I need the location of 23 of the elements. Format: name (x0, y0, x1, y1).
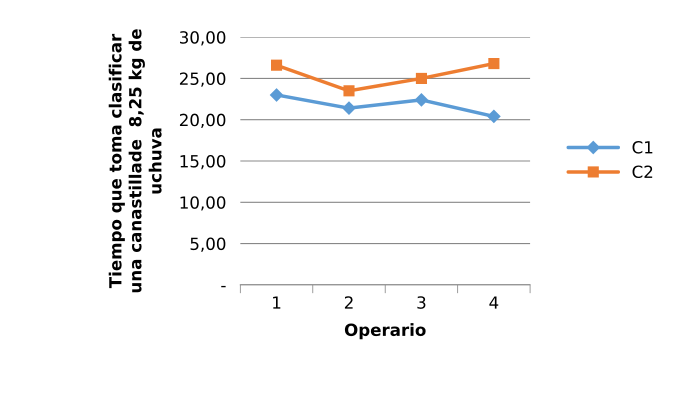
x-tick-label: 1 (273, 296, 280, 309)
y-axis-title: Tiempo que toma clasificar una canastillade 8,25 kg de uchuva (108, 29, 162, 292)
x-tick-label: 2 (344, 296, 353, 309)
y-tick-label: 5,00 (190, 238, 226, 252)
y-tick-label: 10,00 (180, 196, 226, 211)
legend-label: C2 (632, 165, 652, 178)
y-tick-label: 15,00 (180, 154, 226, 170)
point (342, 102, 356, 115)
y-tick-label: 30,00 (180, 31, 226, 46)
point (414, 93, 428, 106)
x-tick-label: 3 (417, 296, 426, 309)
legend-label: C1 (632, 140, 652, 154)
point (270, 88, 284, 102)
x-tick-label: 4 (489, 296, 498, 309)
y-tick-label: 20,00 (180, 114, 226, 128)
x-axis-title: Operario (344, 323, 426, 340)
y-tick-label: - (221, 286, 226, 288)
point (488, 58, 500, 70)
y-tick-label: 25,00 (180, 72, 226, 87)
point (271, 60, 282, 71)
point (487, 110, 500, 124)
point (416, 72, 427, 84)
point (343, 85, 355, 96)
